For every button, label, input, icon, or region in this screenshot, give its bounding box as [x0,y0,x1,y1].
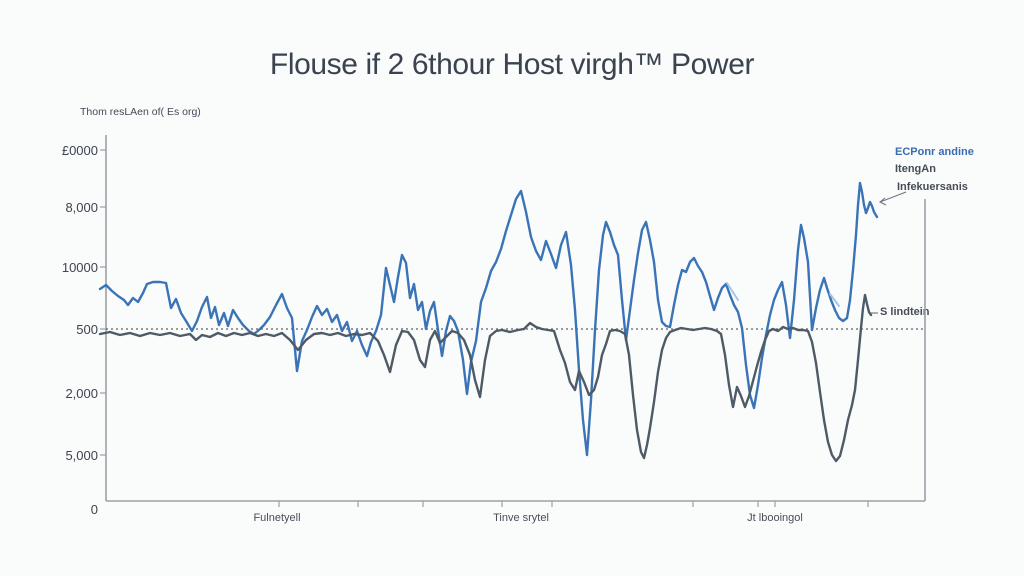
x-axis-label: Fulnetyell [253,512,301,524]
annotation-mark [726,282,739,301]
legend-item: ItengAn [895,163,936,175]
dark-series-line [98,293,873,463]
y-tick-label: £0000 [61,143,98,158]
arrowhead [878,197,887,206]
legend-leader-arrow [879,191,907,203]
annotation-mark [829,293,840,307]
legend-item-blue-series: ECPonr andine [895,146,974,158]
blue-series-line [98,181,879,457]
chart-title: Flouse if 2 6thour Host virgh™ Power [269,48,755,81]
y-tick-label: 500 [76,322,98,337]
y-tick-label: 5,000 [65,448,98,463]
y-tick-label: 8,000 [65,200,98,215]
y-axis-title: Thom resLAen of( Es org) [80,106,201,118]
y-tick-label: 0 [90,502,98,517]
y-tick-label: 10000 [61,260,98,275]
x-axis-label: Tinve srytel [493,512,549,524]
y-tick-label: 2,000 [65,386,98,401]
series-side-label: S lindtein [880,306,930,318]
x-axis-label: Jt lbooingol [747,512,803,524]
legend-item: Infekuersanis [897,181,968,193]
